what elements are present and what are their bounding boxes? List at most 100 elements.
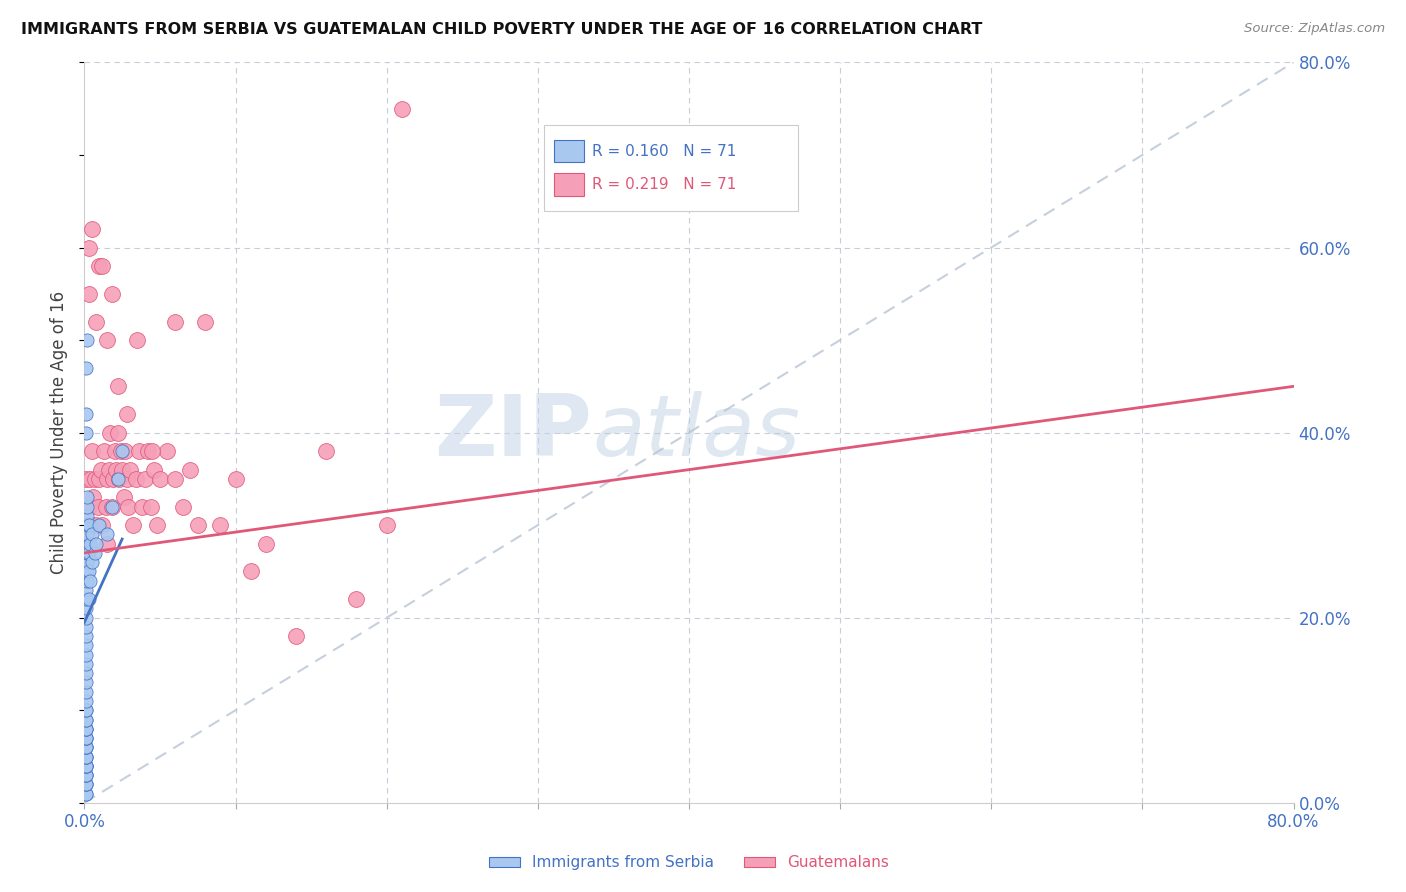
Point	[156, 444, 179, 458]
Point	[89, 518, 111, 533]
Point	[75, 610, 97, 624]
Point	[75, 713, 97, 727]
Point	[76, 536, 98, 550]
Point	[75, 648, 97, 662]
Point	[75, 758, 97, 772]
Point	[115, 407, 138, 421]
Bar	[554, 140, 583, 162]
Point	[75, 787, 97, 801]
Point	[125, 472, 148, 486]
Point	[76, 555, 98, 569]
Point	[75, 722, 97, 736]
Point	[75, 360, 97, 375]
Point	[285, 629, 308, 643]
Point	[75, 749, 97, 764]
Point	[82, 491, 104, 505]
Point	[76, 491, 98, 505]
Point	[76, 518, 98, 533]
Point	[165, 314, 187, 328]
Point	[79, 472, 101, 486]
Point	[75, 777, 97, 791]
Point	[76, 527, 98, 541]
Point	[96, 536, 118, 550]
Legend: Immigrants from Serbia, Guatemalans: Immigrants from Serbia, Guatemalans	[482, 849, 896, 877]
Point	[80, 527, 103, 541]
Y-axis label: Child Poverty Under the Age of 16: Child Poverty Under the Age of 16	[51, 291, 69, 574]
Point	[75, 758, 97, 772]
Point	[110, 444, 132, 458]
Text: R = 0.219   N = 71: R = 0.219 N = 71	[592, 178, 737, 192]
Point	[97, 462, 120, 476]
Point	[76, 546, 98, 560]
Point	[75, 694, 97, 708]
Point	[375, 518, 398, 533]
Point	[75, 713, 97, 727]
Point	[84, 546, 107, 560]
Point	[108, 472, 131, 486]
Point	[75, 749, 97, 764]
Point	[75, 703, 97, 717]
Point	[75, 472, 97, 486]
Point	[80, 222, 103, 236]
Point	[75, 740, 97, 755]
Point	[75, 620, 97, 634]
Point	[75, 582, 97, 597]
Point	[128, 444, 150, 458]
Point	[75, 777, 97, 791]
Point	[134, 472, 156, 486]
Point	[84, 472, 107, 486]
Point	[75, 407, 97, 421]
Point	[100, 500, 122, 514]
Point	[75, 777, 97, 791]
Point	[76, 574, 98, 588]
Point	[111, 444, 134, 458]
FancyBboxPatch shape	[544, 126, 797, 211]
Point	[100, 500, 122, 514]
Point	[187, 518, 209, 533]
Point	[76, 500, 98, 514]
Point	[91, 518, 114, 533]
Point	[136, 444, 159, 458]
Point	[141, 444, 163, 458]
Point	[75, 425, 97, 440]
Point	[80, 555, 103, 569]
Point	[115, 472, 138, 486]
Point	[77, 500, 100, 514]
Text: Source: ZipAtlas.com: Source: ZipAtlas.com	[1244, 22, 1385, 36]
Point	[118, 462, 141, 476]
Point	[75, 536, 97, 550]
Text: IMMIGRANTS FROM SERBIA VS GUATEMALAN CHILD POVERTY UNDER THE AGE OF 16 CORRELATI: IMMIGRANTS FROM SERBIA VS GUATEMALAN CHI…	[21, 22, 983, 37]
Point	[114, 444, 136, 458]
Point	[75, 758, 97, 772]
Point	[315, 444, 337, 458]
Point	[225, 472, 247, 486]
Point	[75, 639, 97, 653]
Point	[239, 565, 262, 579]
Point	[75, 768, 97, 782]
Point	[96, 527, 118, 541]
Point	[101, 472, 124, 486]
Point	[90, 462, 112, 476]
Point	[76, 518, 98, 533]
Text: ZIP: ZIP	[434, 391, 592, 475]
Point	[96, 333, 118, 347]
Point	[209, 518, 232, 533]
Point	[75, 731, 97, 745]
Point	[75, 740, 97, 755]
Point	[121, 518, 143, 533]
Point	[86, 518, 108, 533]
Point	[75, 768, 97, 782]
Bar	[554, 173, 583, 195]
Point	[79, 536, 101, 550]
Point	[100, 286, 122, 301]
Point	[194, 314, 217, 328]
Point	[75, 629, 97, 643]
Point	[117, 500, 139, 514]
Point	[96, 472, 118, 486]
Point	[105, 462, 128, 476]
Point	[111, 462, 134, 476]
Point	[75, 731, 97, 745]
Text: atlas: atlas	[592, 391, 800, 475]
Point	[75, 731, 97, 745]
Point	[76, 508, 98, 523]
